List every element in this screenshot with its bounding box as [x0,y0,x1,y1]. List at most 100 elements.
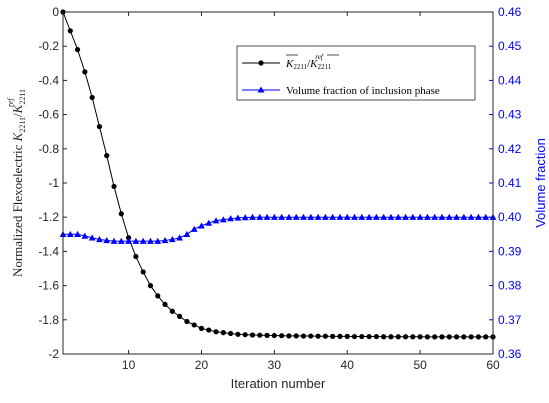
legend-label-1-den: K [309,58,318,70]
series-0-point-38 [337,333,343,339]
series-1-point-41 [358,213,366,220]
legend-label-1: K2211/K2211ref [285,53,332,71]
legend-label-1-slash: / [307,58,311,70]
series-0-point-6 [104,153,110,159]
series-0-point-51 [432,334,438,340]
series-1-point-31 [285,213,293,220]
y-right-tick-label-2: 0.44 [498,73,522,87]
series-0-point-12 [147,283,154,289]
y-right-tick-label-9: 0.37 [498,313,522,327]
series-0-point-34 [308,333,314,339]
series-1-point-11 [139,237,147,244]
series-1-point-1 [66,230,74,238]
series-0-point-54 [453,334,460,340]
y-right-tick-label-5: 0.41 [498,176,522,190]
series-1-point-17 [183,230,191,238]
series-0-point-37 [330,333,336,339]
series-1-point-33 [300,213,307,220]
series-0-point-42 [366,333,372,340]
series-0-point-23 [228,330,234,337]
y-left-title-slash: / [10,113,25,117]
plot-frame [62,11,494,355]
series-0-point-10 [133,253,139,260]
series-1-point-49 [416,213,424,220]
series-0-point-2 [74,47,81,53]
series-1-point-37 [329,213,337,220]
y-right-tick-label-10: 0.36 [498,347,522,361]
series-1-point-7 [110,237,118,244]
y-left-tick-label-9: -1.8 [38,313,59,327]
series-0-point-43 [373,333,379,340]
series-1-point-51 [431,213,439,220]
series-0-point-55 [461,334,467,340]
series-1-point-14 [161,237,169,244]
y-left-tick-label-6: -1.2 [38,210,59,224]
series-0-point-40 [351,333,358,340]
x-tick-label-4: 50 [413,358,427,372]
y-left-tick-label-1: -0.2 [38,39,59,53]
series-0-point-48 [410,334,416,340]
series-1-point-5 [96,236,103,243]
y-right-tick-label-7: 0.39 [498,244,522,258]
series-1-point-6 [103,237,111,244]
series-0-point-5 [96,123,103,130]
series-1-point-57 [475,213,482,220]
series-0-point-33 [300,333,307,339]
series-1-point-35 [314,213,322,220]
series-0-point-26 [249,332,256,338]
series-0-point-14 [162,301,168,308]
y-right-axis-title: Volume fraction [533,138,548,228]
y-right-tick-label-4: 0.42 [498,142,522,156]
legend-label-2: Volume fraction of inclusion phase [286,85,440,97]
y-left-title-num-sub: 2211 [18,117,27,133]
y-left-tick-label-8: -1.6 [38,279,59,293]
series-1-point-45 [387,213,395,220]
series-0-point-22 [220,330,226,336]
series-0-point-7 [111,183,117,190]
legend-marker-2 [257,86,265,93]
series-0-point-53 [446,334,452,340]
y-left-tick-label-3: -0.6 [38,108,59,122]
series-0-point-24 [235,331,241,337]
legend-marker-1 [258,60,264,66]
series-1-point-53 [445,213,453,220]
x-axis-title: Iteration number [231,376,326,391]
series-1-point-2 [74,230,81,238]
series-1-point-56 [467,213,475,220]
legend-label-1-num-sub: 2211 [293,63,307,71]
legend-label-1-num: K [285,58,294,70]
series-1-point-39 [343,213,351,220]
series-0-point-21 [213,329,219,335]
y-left-title-num: K [10,131,25,142]
svg-text:Normalized Flexoelectric K2211: Normalized Flexoelectric K2211/K2211ref [6,89,27,277]
series-1-point-13 [154,237,162,244]
y-right-tick-label-3: 0.43 [498,108,522,122]
y-left-tick-label-5: -1 [48,176,59,190]
series-1-point-44 [380,213,388,220]
legend-label-1-den-sub: 2211 [318,63,332,71]
series-0-point-25 [242,332,248,338]
y-left-tick-label-4: -0.8 [38,142,59,156]
series-1-point-36 [321,213,329,220]
series-1-point-15 [168,236,176,243]
series-0-point-29 [271,332,277,339]
x-tick-label-5: 60 [486,358,500,372]
series-1-point-34 [307,213,315,220]
series-1-point-12 [147,237,154,244]
y-left-title-den-sup: ref [6,97,15,107]
series-1-point-28 [263,213,271,220]
series-0-point-1 [67,28,73,34]
y-left-tick-label-2: -0.4 [38,73,59,87]
series-1-point-8 [117,237,125,244]
series-0-point-39 [344,333,350,339]
x-tick-label-3: 40 [341,358,355,372]
series-1-point-3 [81,232,89,239]
series-0-point-15 [169,308,175,314]
series-1-point-43 [372,213,380,220]
series-1-point-20 [205,219,213,226]
series-0-point-32 [293,333,299,339]
y-left-title-prefix: Normalized Flexoelectric [10,141,25,277]
series-0-point-28 [264,332,270,338]
y-left-tick-label-0: 0 [52,5,59,19]
series-1-point-27 [256,213,264,220]
